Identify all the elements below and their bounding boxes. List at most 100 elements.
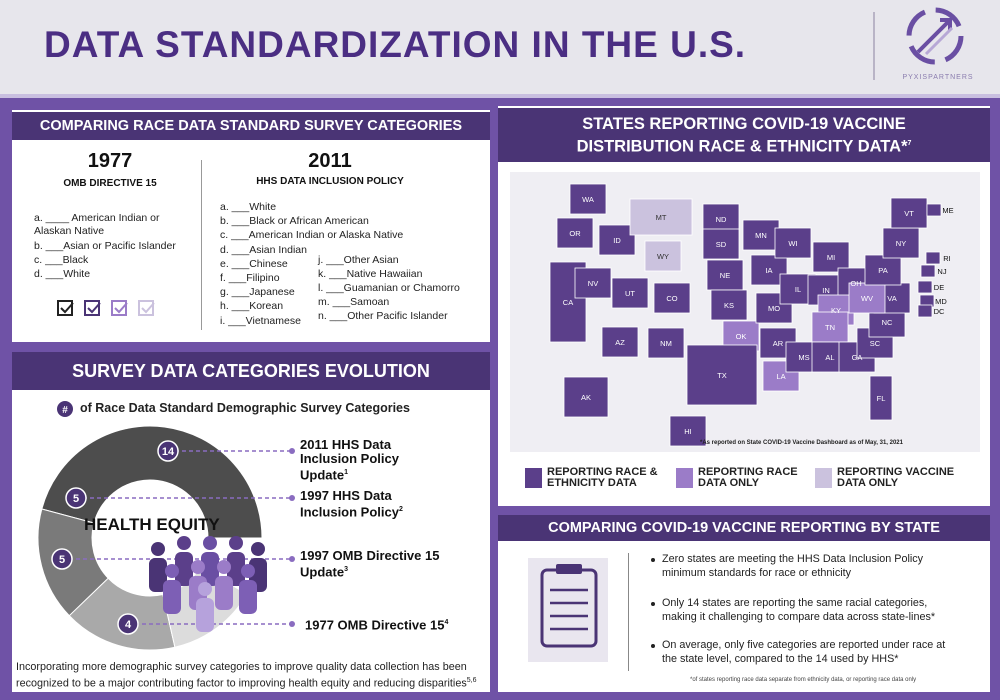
category-item: m. ___Samoan [318, 296, 390, 308]
step-text: 1997 OMB Directive 15 Update [300, 548, 440, 580]
legend-symbol: # [62, 405, 68, 416]
step-label: 1997 OMB Directive 15 Update3 [300, 548, 450, 580]
person-body [175, 552, 193, 586]
category-item: d. ___White [34, 268, 91, 280]
state-shape [563, 376, 609, 418]
year-2011: 2011 [308, 150, 352, 172]
connector-end [289, 621, 295, 627]
state-label: MS [798, 353, 809, 362]
person-head [251, 542, 265, 556]
header-band [0, 0, 1000, 94]
person-body [149, 558, 167, 592]
count-label: 14 [162, 446, 175, 458]
person-head [198, 582, 212, 596]
state-label: DE [934, 283, 944, 292]
state-shape [644, 240, 682, 272]
count-badge [157, 440, 179, 462]
person-head [191, 560, 205, 574]
state-label: LA [776, 372, 785, 381]
category-item: c. ___Black [34, 254, 89, 266]
state-label: OH [850, 279, 861, 288]
bullet-text: Only 14 states are reporting the same ra… [662, 597, 936, 623]
step-text: 1977 OMB Directive 15 [305, 617, 445, 633]
person-head [177, 536, 191, 550]
step-note: 3 [344, 566, 348, 573]
state-shape [669, 415, 707, 447]
map-source: *As reported on State COVID-19 Vaccine D… [700, 440, 903, 446]
bullet-dot [651, 558, 655, 562]
state-label: MN [755, 231, 767, 240]
count-label: 5 [59, 554, 65, 566]
state-label: CA [563, 298, 573, 307]
map-title: STATES REPORTING COVID-19 VACCINE DISTRI… [498, 108, 990, 162]
state-label: IL [795, 285, 801, 294]
state-label: AL [825, 353, 834, 362]
step-label: 1977 OMB Directive 154 [305, 616, 485, 632]
state-label: AK [581, 393, 591, 402]
state-label: AR [773, 339, 784, 348]
category-item: a. ___White [220, 201, 277, 213]
state-shape [653, 282, 691, 314]
clipboard-clip [556, 564, 582, 574]
state-label: PA [878, 266, 887, 275]
bullet-dot [651, 644, 655, 648]
state-label: SC [870, 339, 881, 348]
count-badge [65, 487, 87, 509]
person-body [201, 552, 219, 586]
connector-end [289, 556, 295, 562]
category-item: a. ____ American Indian or Alaskan Nativ… [34, 212, 160, 237]
legend-swatch [676, 468, 693, 488]
category-item: k. ___Native Hawaiian [318, 268, 423, 280]
map-title-text: STATES REPORTING COVID-19 VACCINE DISTRI… [538, 114, 950, 157]
legend-label: REPORTING VACCINE DATA ONLY [837, 466, 955, 489]
legend-swatch [525, 468, 542, 488]
state-shape [598, 224, 636, 256]
logo-ring [906, 7, 964, 65]
race-title: COMPARING RACE DATA STANDARD SURVEY CATE… [12, 112, 490, 140]
state-shape [574, 267, 612, 299]
state-label: NY [896, 239, 906, 248]
category-item: l. ___Guamanian or Chamorro [318, 282, 460, 294]
count-badge [117, 613, 139, 635]
step-label: 1997 HHS Data Inclusion Policy2 [300, 488, 450, 520]
state-shape [917, 304, 933, 318]
reporting-divider [628, 553, 629, 671]
person-body [215, 576, 233, 610]
bullet-text: Zero states are meeting the HHS Data Inc… [662, 553, 924, 579]
state-label: KY [831, 306, 841, 315]
year-1977: 1977 [87, 150, 133, 172]
checkbox-icon [57, 300, 73, 316]
map-title-note: 7 [907, 139, 912, 147]
state-label: WI [788, 239, 797, 248]
checkmark-icon [60, 302, 74, 314]
category-item: i. ___Vietnamese [220, 314, 301, 327]
legend-label: REPORTING RACE & ETHNICITY DATA [547, 466, 658, 489]
state-label: GA [852, 353, 863, 362]
state-shape [706, 259, 744, 291]
state-label: WY [657, 252, 669, 261]
state-shape [890, 197, 928, 229]
logo-name: PYXISPARTNERS [902, 74, 974, 81]
state-label: MI [827, 253, 835, 262]
state-label: WA [582, 195, 594, 204]
count-badge [51, 548, 73, 570]
bullet-dot [651, 602, 655, 606]
person-head [203, 536, 217, 550]
count-label: 5 [73, 493, 79, 505]
step-text: 1997 HHS Data Inclusion Policy [300, 488, 399, 520]
state-label: NJ [937, 267, 946, 276]
state-label: NC [882, 318, 893, 327]
person-head [229, 536, 243, 550]
map-title-main: STATES REPORTING COVID-19 VACCINE DISTRI… [576, 114, 908, 156]
header-divider [873, 12, 875, 80]
checkmark-icon [87, 302, 101, 314]
state-label: CO [666, 294, 677, 303]
person-head [241, 564, 255, 578]
state-label: KS [724, 301, 734, 310]
state-label: NV [588, 279, 598, 288]
checkbox-icon [138, 300, 154, 316]
person-head [165, 564, 179, 578]
state-shape [925, 251, 941, 265]
state-shape [629, 198, 693, 236]
category-item: e. ___Chinese [220, 257, 288, 270]
